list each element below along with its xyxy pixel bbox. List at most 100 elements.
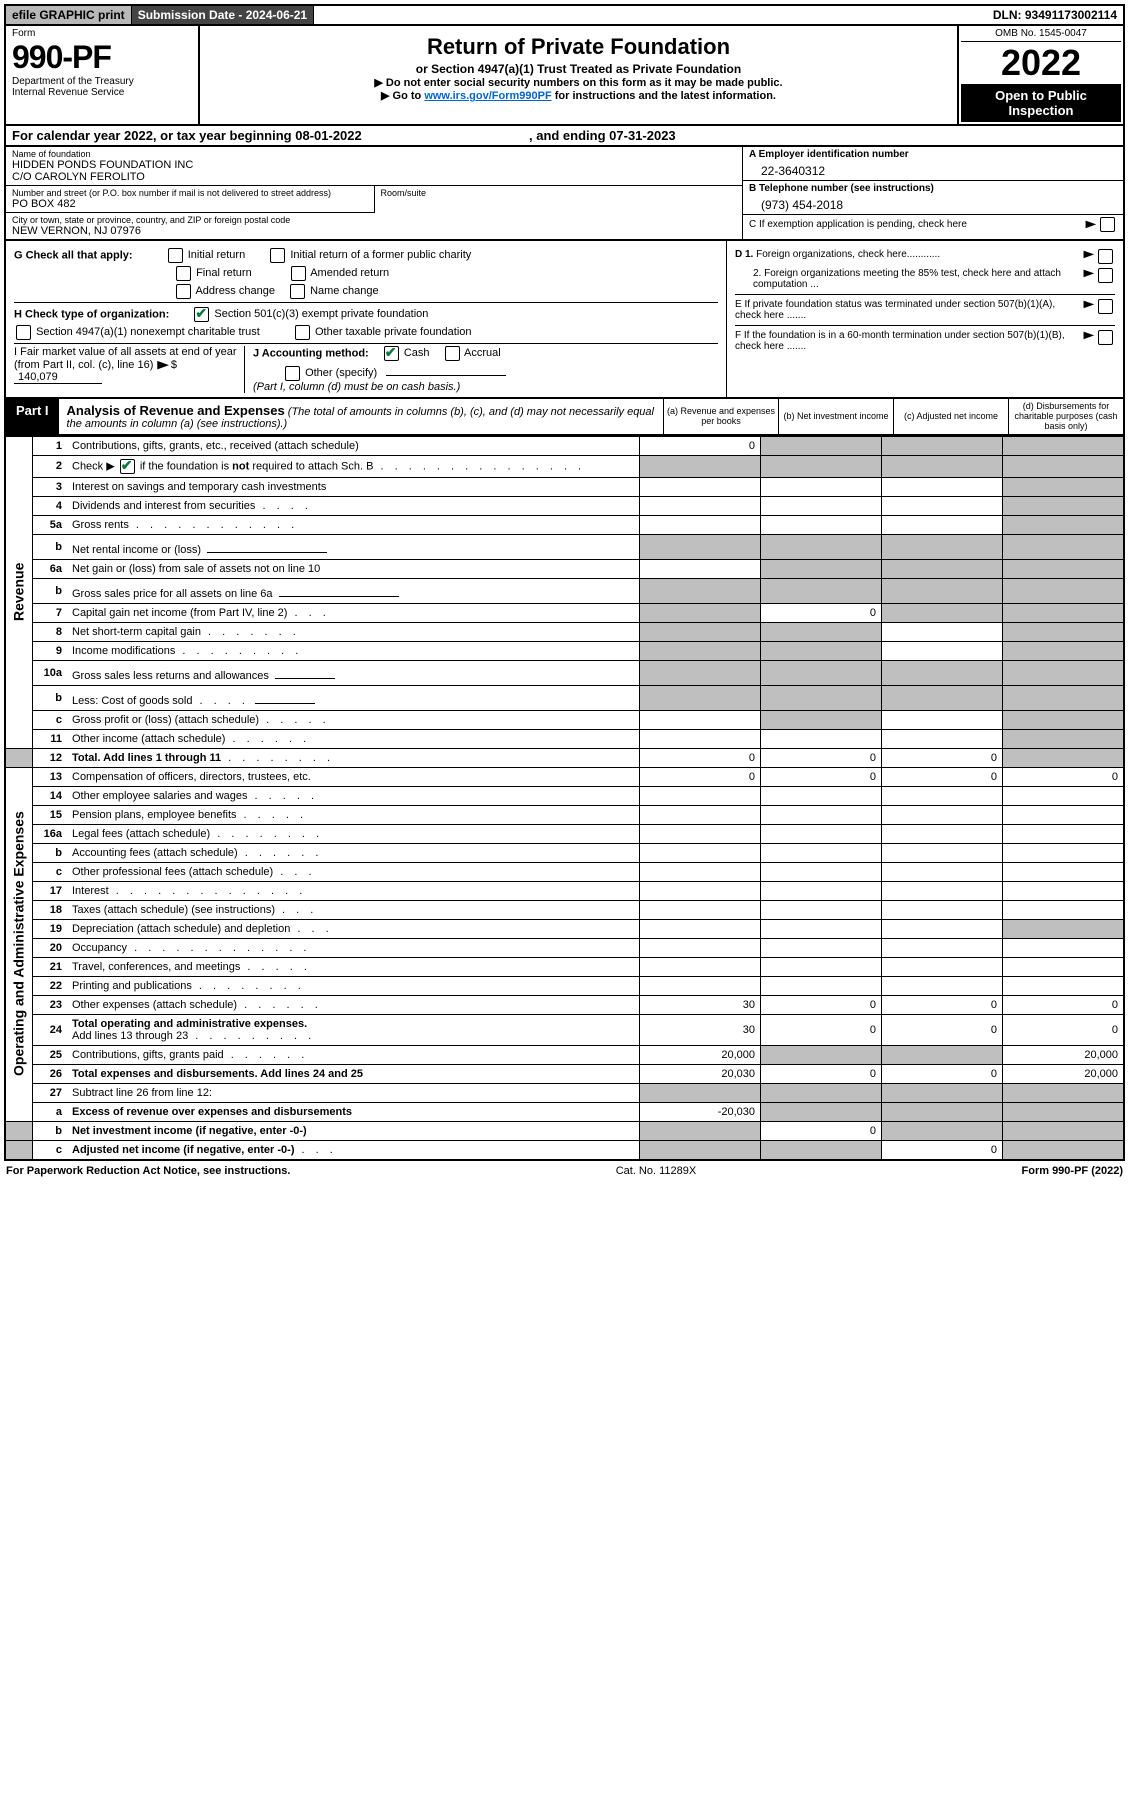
e-label: E If private foundation status was termi… [735, 299, 1082, 321]
d1-checkbox[interactable] [1098, 249, 1113, 264]
line-16c: Other professional fees (attach schedule… [67, 862, 640, 881]
f-label: F If the foundation is in a 60-month ter… [735, 330, 1082, 352]
part1-table: Revenue 1Contributions, gifts, grants, e… [4, 436, 1125, 1161]
h-other-checkbox[interactable] [295, 325, 310, 340]
line-16a: Legal fees (attach schedule) . . . . . .… [67, 824, 640, 843]
g-final-checkbox[interactable] [176, 266, 191, 281]
line-24: Total operating and administrative expen… [67, 1014, 640, 1045]
pra-notice: For Paperwork Reduction Act Notice, see … [6, 1165, 290, 1177]
ein-label: A Employer identification number [749, 149, 1117, 160]
line-12-b: 0 [761, 748, 882, 767]
i-fmv-value: 140,079 [14, 371, 102, 384]
tax-year: 2022 [961, 42, 1121, 84]
line-27: Subtract line 26 from line 12: [67, 1083, 640, 1102]
c-checkbox[interactable] [1100, 217, 1115, 232]
g-initial-checkbox[interactable] [168, 248, 183, 263]
instr-post: for instructions and the latest informat… [555, 90, 776, 102]
line-8: Net short-term capital gain . . . . . . … [67, 622, 640, 641]
j-label: J Accounting method: [253, 347, 369, 359]
form-title: Return of Private Foundation [206, 34, 951, 60]
line-15: Pension plans, employee benefits . . . .… [67, 805, 640, 824]
street-address: PO BOX 482 [12, 198, 368, 210]
foundation-name-2: C/O CAROLYN FEROLITO [12, 171, 736, 183]
top-bar: efile GRAPHIC print Submission Date - 20… [4, 4, 1125, 26]
i-label: I Fair market value of all assets at end… [14, 346, 237, 371]
form-subtitle: or Section 4947(a)(1) Trust Treated as P… [206, 62, 951, 76]
h-4947-checkbox[interactable] [16, 325, 31, 340]
line-20: Occupancy . . . . . . . . . . . . . [67, 938, 640, 957]
line-27b: Net investment income (if negative, ente… [67, 1121, 640, 1140]
phone-label: B Telephone number (see instructions) [749, 183, 1117, 194]
line-12: Total. Add lines 1 through 11 . . . . . … [67, 748, 640, 767]
part-number: Part I [6, 399, 59, 434]
j-other-checkbox[interactable] [285, 366, 300, 381]
g-name-checkbox[interactable] [290, 284, 305, 299]
part-title: Analysis of Revenue and Expenses (The to… [59, 399, 663, 434]
dept-label: Department of the Treasury [12, 76, 192, 87]
city-state-zip: NEW VERNON, NJ 07976 [12, 225, 736, 237]
j-accrual-checkbox[interactable] [445, 346, 460, 361]
j-cash-checkbox[interactable] [384, 346, 399, 361]
g-row: G Check all that apply: Initial return I… [14, 248, 718, 263]
city-label: City or town, state or province, country… [12, 215, 736, 225]
check-section: G Check all that apply: Initial return I… [4, 241, 1125, 399]
line-12-c: 0 [882, 748, 1003, 767]
ty-end: 07-31-2023 [609, 128, 676, 143]
d2-label: 2. Foreign organizations meeting the 85%… [735, 268, 1082, 290]
col-a-header: (a) Revenue and expenses per books [663, 399, 778, 434]
instr-pre: ▶ Go to [381, 90, 424, 102]
line-25: Contributions, gifts, grants paid . . . … [67, 1045, 640, 1064]
opex-side-label: Operating and Administrative Expenses [5, 767, 33, 1121]
h-501c3-checkbox[interactable] [194, 307, 209, 322]
instr-ssn: ▶ Do not enter social security numbers o… [206, 76, 951, 89]
ein-value: 22-3640312 [749, 160, 1117, 178]
arrow-icon: ▶ [158, 358, 170, 371]
line-1-a: 0 [640, 436, 761, 455]
submission-date: Submission Date - 2024-06-21 [132, 6, 314, 24]
line-9: Income modifications . . . . . . . . . [67, 641, 640, 660]
f-checkbox[interactable] [1098, 330, 1113, 345]
line-10a: Gross sales less returns and allowances [67, 660, 640, 685]
c-label: C If exemption application is pending, c… [749, 219, 1084, 230]
line-22: Printing and publications . . . . . . . … [67, 976, 640, 995]
col-d-header: (d) Disbursements for charitable purpose… [1008, 399, 1123, 434]
page-footer: For Paperwork Reduction Act Notice, see … [4, 1161, 1125, 1181]
line-10b: Less: Cost of goods sold . . . . [67, 685, 640, 710]
phone-value: (973) 454-2018 [749, 194, 1117, 212]
line-1: Contributions, gifts, grants, etc., rece… [67, 436, 640, 455]
line-11: Other income (attach schedule) . . . . .… [67, 729, 640, 748]
line-23: Other expenses (attach schedule) . . . .… [67, 995, 640, 1014]
form-number: 990-PF [12, 39, 192, 76]
line-27c: Adjusted net income (if negative, enter … [67, 1140, 640, 1160]
line-3: Interest on savings and temporary cash i… [67, 477, 640, 496]
line-16b: Accounting fees (attach schedule) . . . … [67, 843, 640, 862]
efile-print-label[interactable]: efile GRAPHIC print [6, 6, 132, 24]
line-12-a: 0 [640, 748, 761, 767]
line-10c: Gross profit or (loss) (attach schedule)… [67, 710, 640, 729]
j-note: (Part I, column (d) must be on cash basi… [253, 381, 718, 393]
entity-block: Name of foundation HIDDEN PONDS FOUNDATI… [4, 147, 1125, 241]
catalog-number: Cat. No. 11289X [290, 1165, 1021, 1177]
room-label: Room/suite [381, 188, 737, 198]
g-amended-checkbox[interactable] [291, 266, 306, 281]
line-6b: Gross sales price for all assets on line… [67, 578, 640, 603]
foundation-name-1: HIDDEN PONDS FOUNDATION INC [12, 159, 736, 171]
d2-checkbox[interactable] [1098, 268, 1113, 283]
omb-number: OMB No. 1545-0047 [961, 28, 1121, 42]
line-26: Total expenses and disbursements. Add li… [67, 1064, 640, 1083]
irs-link[interactable]: www.irs.gov/Form990PF [424, 90, 551, 102]
line-4: Dividends and interest from securities .… [67, 496, 640, 515]
calendar-year-row: For calendar year 2022, or tax year begi… [4, 126, 1125, 147]
e-checkbox[interactable] [1098, 299, 1113, 314]
line-19: Depreciation (attach schedule) and deple… [67, 919, 640, 938]
g-address-checkbox[interactable] [176, 284, 191, 299]
open-public-badge: Open to Public Inspection [961, 84, 1121, 122]
name-label: Name of foundation [12, 149, 736, 159]
g-initial-former-checkbox[interactable] [270, 248, 285, 263]
line-7: Capital gain net income (from Part IV, l… [67, 603, 640, 622]
line-2-checkbox[interactable] [120, 459, 135, 474]
line-18: Taxes (attach schedule) (see instruction… [67, 900, 640, 919]
line-27a: Excess of revenue over expenses and disb… [67, 1102, 640, 1121]
revenue-side-label: Revenue [5, 436, 33, 748]
ty-begin: 08-01-2022 [295, 128, 362, 143]
